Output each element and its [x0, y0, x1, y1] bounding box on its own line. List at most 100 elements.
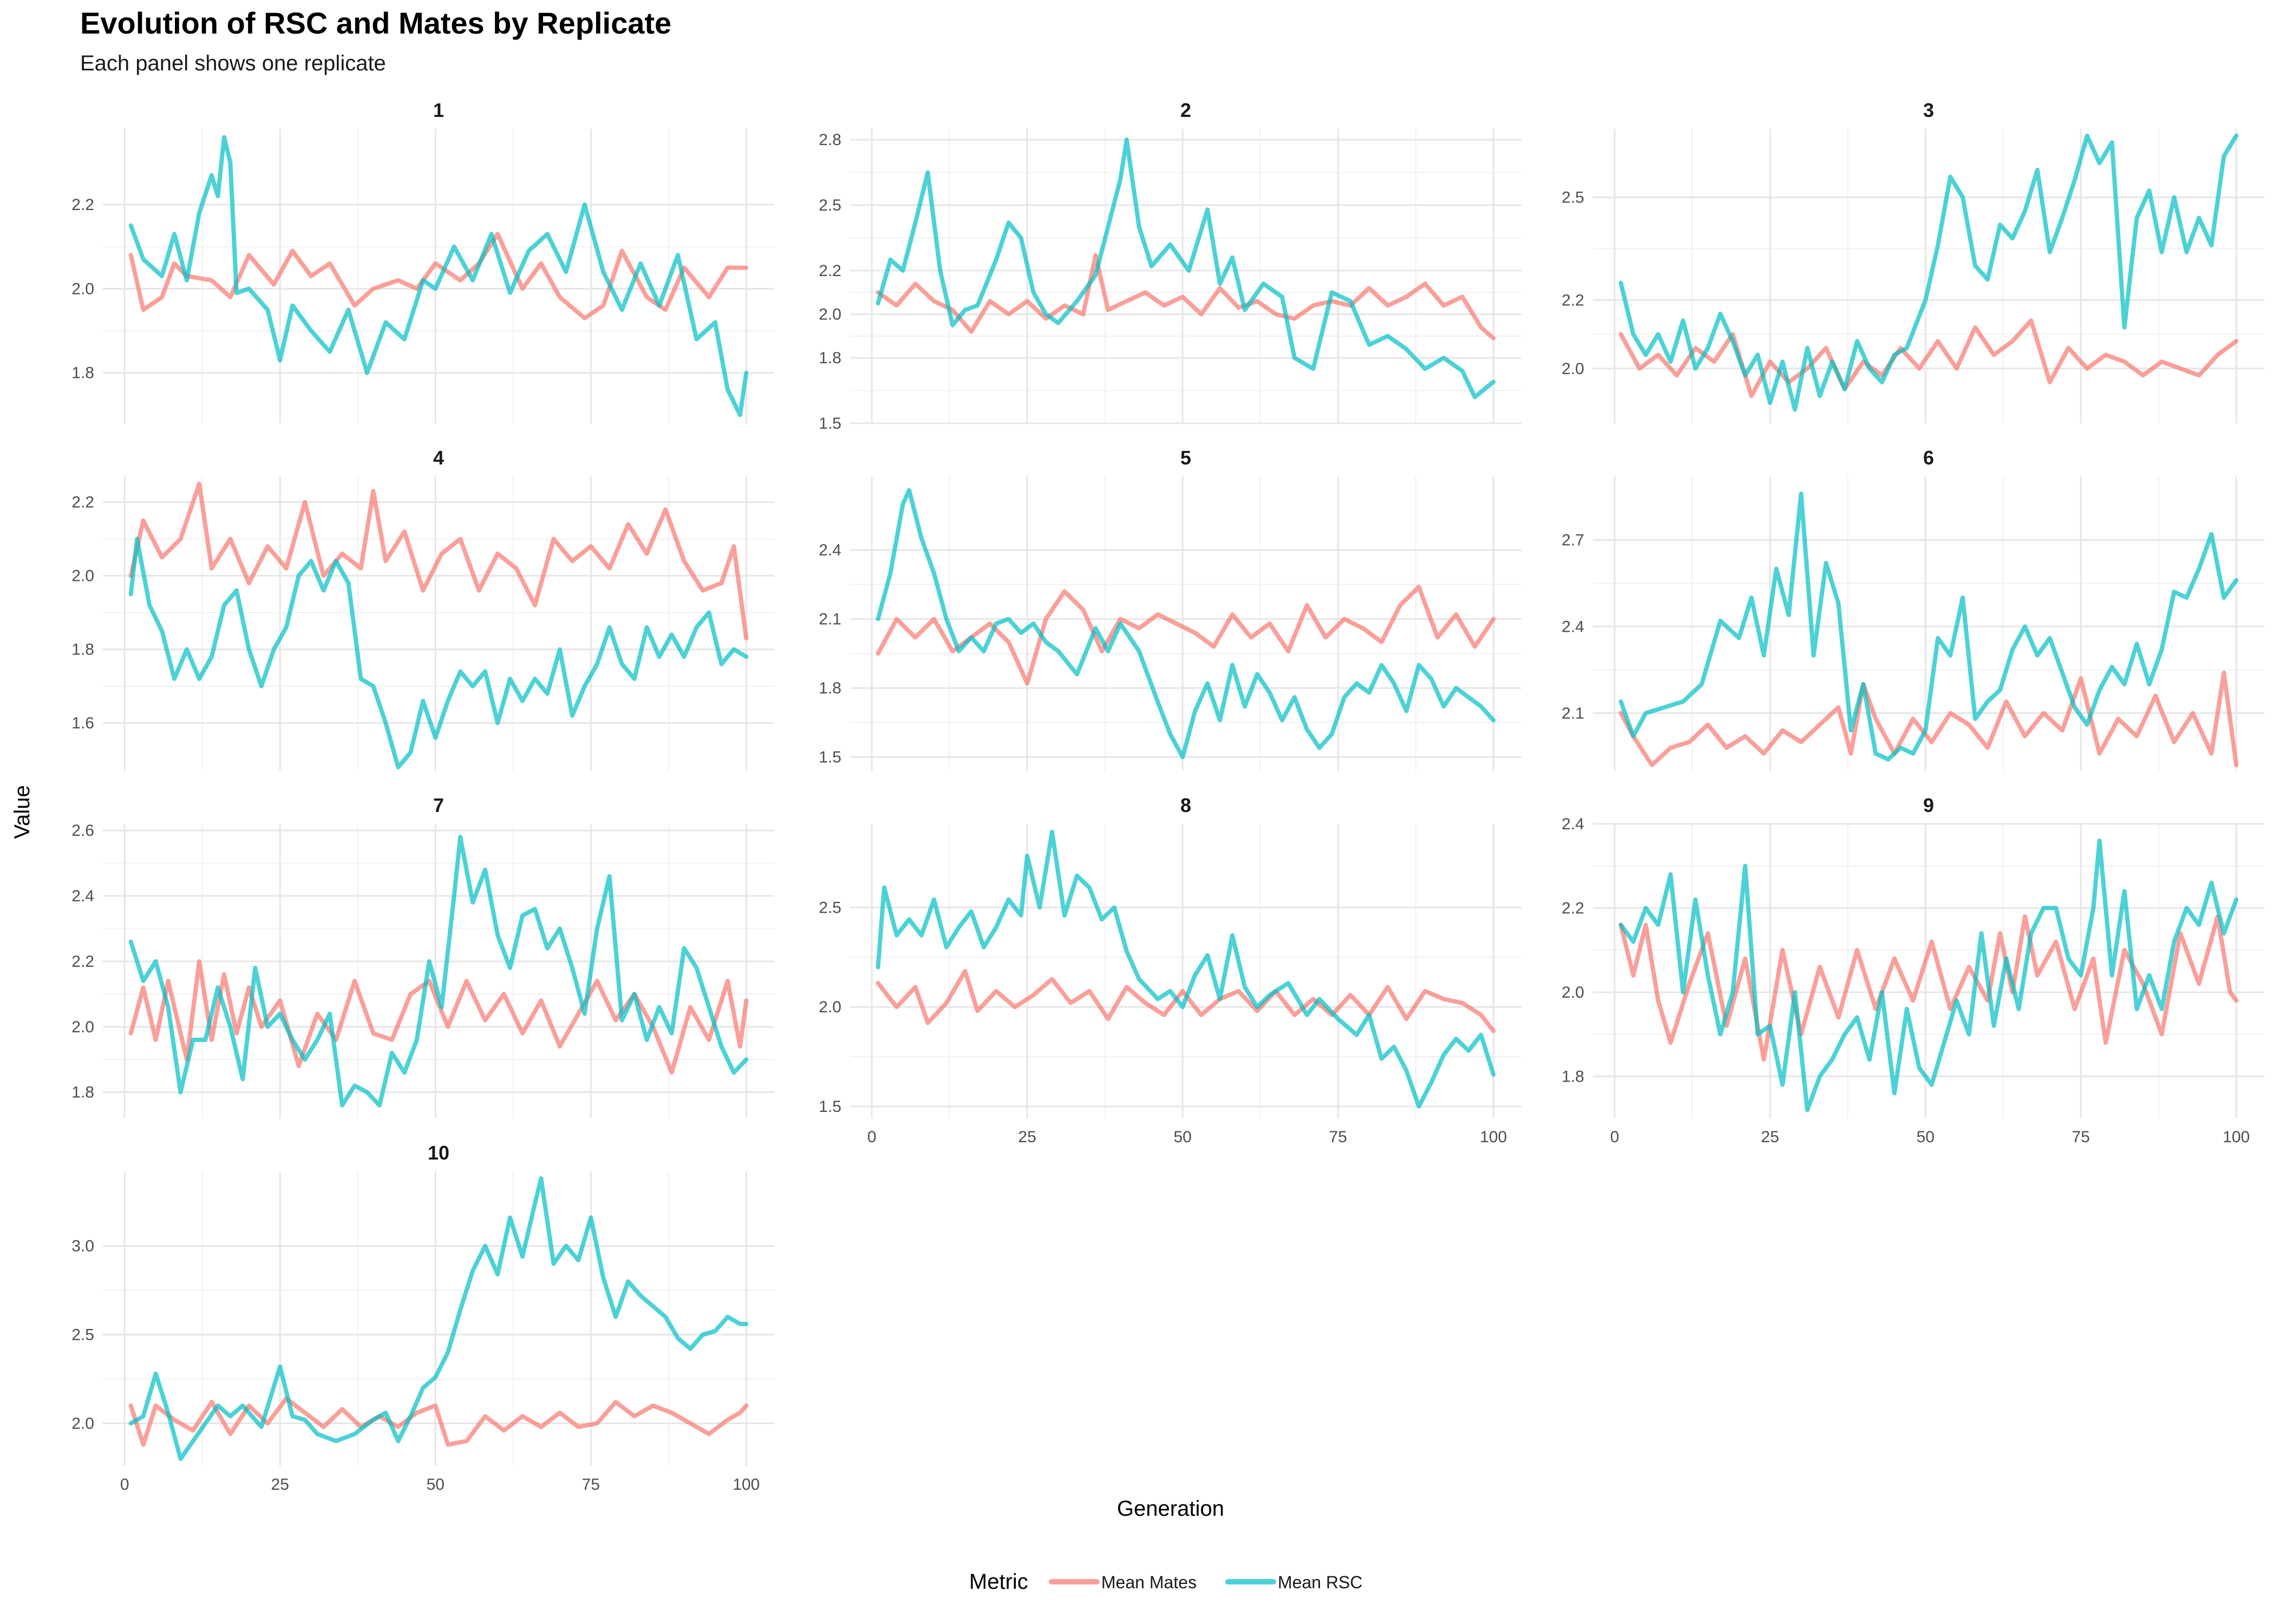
x-tick-label: 50	[1917, 1128, 1935, 1146]
y-tick-label: 2.1	[819, 611, 841, 628]
panel-3: 3 2.0 2.2 2.5	[1561, 99, 2264, 423]
series-line-mean-rsc	[875, 829, 1496, 1109]
y-tick-label: 1.5	[819, 749, 841, 767]
y-tick-label: 2.5	[71, 1326, 94, 1344]
series-line-mean-mates	[128, 959, 749, 1075]
x-tick-label: 25	[1018, 1128, 1036, 1146]
y-tick-label: 2.0	[71, 280, 94, 298]
y-tick-label: 2.1	[1561, 704, 1584, 722]
series-line-mean-rsc	[128, 536, 749, 770]
panel-strip-label: 6	[1923, 447, 1934, 469]
series-line-mean-mates	[1618, 318, 2239, 398]
chart-title: Evolution of RSC and Mates by Replicate	[80, 6, 671, 40]
y-tick-label: 2.2	[1561, 899, 1584, 917]
series-line-mean-mates	[875, 585, 1496, 686]
y-tick-label: 2.2	[819, 262, 841, 280]
panel-5: 5 1.5 1.8 2.1 2.4	[819, 447, 1521, 771]
panel-7: 7 1.8 2.0 2.2 2.4 2.6	[71, 794, 774, 1118]
y-tick-label: 1.8	[1561, 1068, 1584, 1085]
x-tick-label: 50	[427, 1476, 445, 1494]
y-tick-label: 1.5	[819, 1098, 841, 1116]
series-line-mean-mates	[1618, 670, 2239, 768]
series-line-mean-mates	[1618, 914, 2239, 1062]
y-tick-label: 2.4	[1561, 815, 1584, 833]
y-tick-label: 1.8	[819, 349, 841, 367]
x-tick-label: 100	[733, 1476, 760, 1494]
y-tick-label: 2.6	[71, 822, 94, 840]
series-line-mean-rsc	[875, 488, 1496, 759]
y-tick-label: 2.5	[819, 899, 841, 916]
y-tick-label: 2.8	[819, 131, 841, 149]
y-tick-label: 3.0	[71, 1237, 94, 1255]
panel-strip-label: 3	[1923, 99, 1934, 121]
series-line-mean-mates	[128, 481, 749, 641]
y-tick-label: 1.5	[819, 415, 841, 433]
series-line-mean-rsc	[875, 137, 1496, 400]
series-line-mean-rsc	[1618, 839, 2239, 1112]
series-line-mean-mates	[875, 253, 1496, 340]
y-tick-label: 2.7	[1561, 531, 1584, 549]
y-tick-label: 2.4	[819, 541, 841, 559]
y-tick-label: 2.0	[819, 998, 841, 1016]
panel-strip-label: 10	[428, 1142, 449, 1164]
y-tick-label: 1.8	[71, 641, 94, 659]
y-tick-label: 2.2	[71, 953, 94, 971]
panel-strip-label: 9	[1923, 794, 1934, 816]
panel-6: 6 2.1 2.4 2.7	[1561, 447, 2264, 771]
y-tick-label: 2.0	[71, 567, 94, 585]
panel-8: 8 1.5 2.0 2.5 0 25 50 75 100	[819, 794, 1521, 1146]
x-tick-label: 100	[2223, 1128, 2250, 1146]
panels-group: 1 1.8 2.0 2.2 2 1.5 1.8 2.0 2.2 2.5 2.8 3 2.0 2.2 2.5 4…	[71, 99, 2264, 1494]
x-tick-label: 75	[1329, 1128, 1347, 1146]
y-tick-label: 2.4	[71, 887, 94, 905]
x-tick-label: 75	[2072, 1128, 2090, 1146]
y-tick-label: 2.5	[1561, 189, 1584, 207]
y-tick-label: 2.0	[819, 306, 841, 324]
panel-2: 2 1.5 1.8 2.0 2.2 2.5 2.8	[819, 99, 1521, 433]
y-tick-label: 2.4	[1561, 618, 1584, 636]
y-tick-label: 1.8	[71, 1084, 94, 1102]
series-line-mean-rsc	[128, 135, 749, 417]
x-tick-label: 0	[120, 1476, 129, 1494]
panel-strip-label: 4	[433, 447, 444, 469]
y-tick-label: 1.6	[71, 715, 94, 732]
y-tick-label: 2.5	[819, 197, 841, 214]
x-tick-label: 0	[1610, 1128, 1619, 1146]
panel-4: 4 1.6 1.8 2.0 2.2	[71, 447, 774, 771]
y-tick-label: 1.8	[819, 679, 841, 697]
x-tick-label: 100	[1480, 1128, 1507, 1146]
x-axis-title: Generation	[1117, 1497, 1224, 1521]
panel-10: 10 2.0 2.5 3.0 0 25 50 75 100	[71, 1142, 774, 1494]
y-tick-label: 2.0	[1561, 984, 1584, 1001]
y-tick-label: 2.0	[71, 1018, 94, 1036]
x-tick-label: 25	[1761, 1128, 1779, 1146]
y-tick-label: 1.8	[71, 364, 94, 382]
x-tick-label: 50	[1174, 1128, 1192, 1146]
y-tick-label: 2.2	[1561, 291, 1584, 309]
series-line-mean-rsc	[128, 1176, 749, 1461]
panel-strip-label: 1	[433, 99, 444, 121]
legend-label-mean-rsc: Mean RSC	[1278, 1573, 1363, 1592]
panel-strip-label: 8	[1180, 794, 1191, 816]
series-line-mean-rsc	[1618, 492, 2239, 762]
y-axis-title: Value	[10, 785, 34, 839]
y-tick-label: 2.2	[71, 494, 94, 512]
series-line-mean-mates	[875, 969, 1496, 1033]
legend-label-mean-mates: Mean Mates	[1101, 1573, 1197, 1592]
series-line-mean-mates	[128, 1396, 749, 1447]
x-tick-label: 25	[271, 1476, 289, 1494]
panel-1: 1 1.8 2.0 2.2	[71, 99, 774, 423]
panel-9: 9 1.8 2.0 2.2 2.4 0 25 50 75 100	[1561, 794, 2264, 1146]
panel-strip-label: 5	[1180, 447, 1191, 469]
y-tick-label: 2.0	[1561, 360, 1584, 378]
x-tick-label: 75	[582, 1476, 600, 1494]
series-line-mean-rsc	[1618, 133, 2239, 412]
legend: Metric Mean Mates Mean RSC	[969, 1570, 1363, 1594]
y-tick-label: 2.0	[71, 1415, 94, 1432]
x-tick-label: 0	[867, 1128, 877, 1146]
series-line-mean-mates	[128, 232, 749, 320]
chart-subtitle: Each panel shows one replicate	[80, 51, 386, 75]
series-line-mean-rsc	[128, 835, 749, 1108]
y-tick-label: 2.2	[71, 196, 94, 214]
